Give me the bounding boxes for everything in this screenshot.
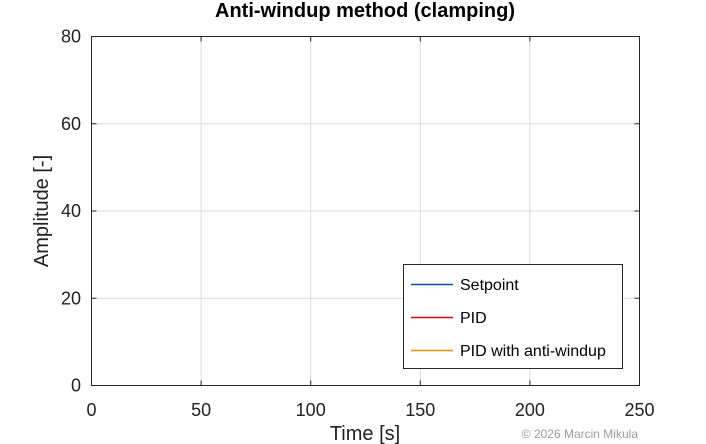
x-tick-label: 50 [191,400,211,420]
legend-label: PID [460,310,487,327]
x-tick-label: 0 [86,400,96,420]
x-tick-label: 150 [405,400,435,420]
y-tick-label: 60 [61,114,81,134]
legend: Setpoint PID PID with anti-windup [403,264,623,369]
x-tick-label: 250 [624,400,654,420]
axis-ticks: 0 50 100 150 200 250 0 20 40 60 80 [61,27,655,421]
y-tick-label: 20 [61,288,81,308]
y-axis-label: Amplitude [-] [31,155,53,267]
x-tick-label: 100 [296,400,326,420]
legend-label: Setpoint [460,277,519,294]
y-tick-label: 0 [71,376,81,396]
chart-title: Anti-windup method (clamping) [215,0,515,22]
credit-text: © 2026 Marcin Mikula [522,427,639,441]
y-tick-label: 80 [61,27,81,47]
x-tick-label: 200 [515,400,545,420]
legend-label: PID with anti-windup [460,343,606,360]
x-axis-label: Time [s] [330,423,400,444]
grid [91,36,640,386]
y-tick-label: 40 [61,201,81,221]
